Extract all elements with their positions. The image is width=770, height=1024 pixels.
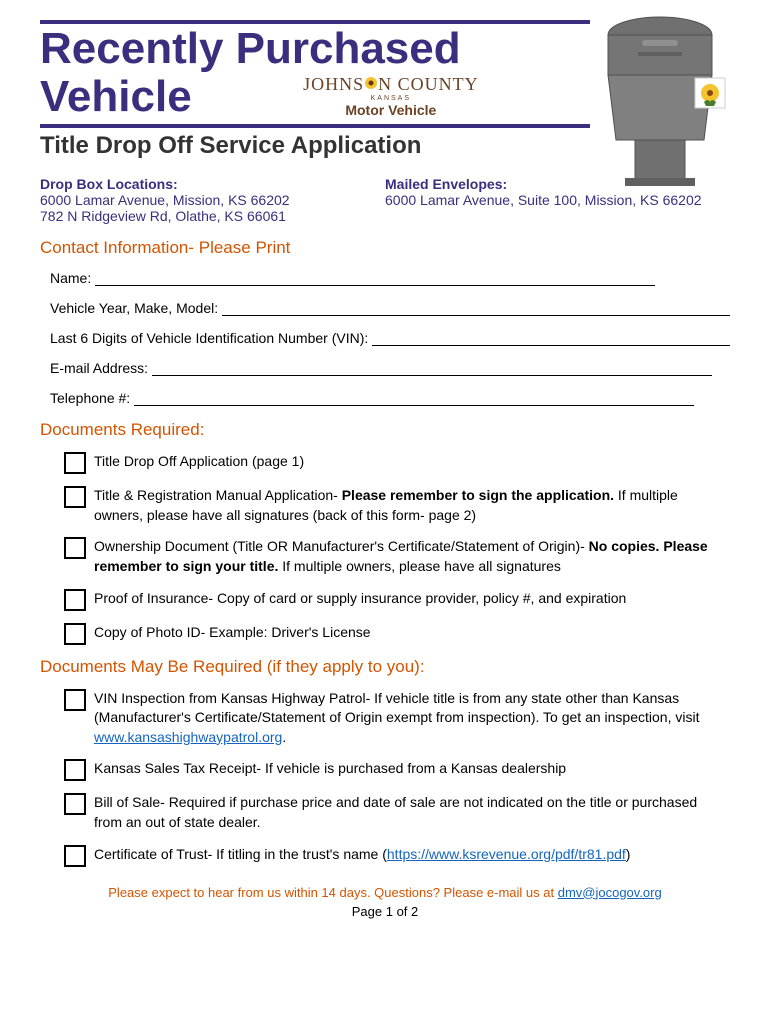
maybe-item: Bill of Sale- Required if purchase price…: [64, 793, 730, 832]
required-item: Ownership Document (Title OR Manufacture…: [64, 537, 730, 576]
checkbox-label: Ownership Document (Title OR Manufacture…: [94, 537, 730, 576]
checkbox-label: Bill of Sale- Required if purchase price…: [94, 793, 730, 832]
link[interactable]: www.kansashighwaypatrol.org: [94, 729, 282, 745]
checkbox[interactable]: [64, 623, 86, 645]
required-item: Title & Registration Manual Application-…: [64, 486, 730, 525]
required-item: Copy of Photo ID- Example: Driver's Lice…: [64, 623, 730, 645]
checkbox-label: Kansas Sales Tax Receipt- If vehicle is …: [94, 759, 730, 781]
checkbox[interactable]: [64, 689, 86, 711]
footer-email-link[interactable]: dmv@jocogov.org: [558, 885, 662, 900]
email-label: E-mail Address:: [50, 360, 148, 376]
main-title-line1: Recently Purchased: [40, 20, 590, 72]
required-item: Title Drop Off Application (page 1): [64, 452, 730, 474]
phone-label: Telephone #:: [50, 390, 130, 406]
vehicle-field[interactable]: Vehicle Year, Make, Model:: [50, 300, 730, 316]
dropbox-addr1: 6000 Lamar Avenue, Mission, KS 66202: [40, 192, 385, 208]
mailbox-illustration: [600, 10, 730, 195]
maybe-item: Kansas Sales Tax Receipt- If vehicle is …: [64, 759, 730, 781]
contact-heading: Contact Information- Please Print: [40, 238, 730, 258]
vehicle-label: Vehicle Year, Make, Model:: [50, 300, 218, 316]
name-field[interactable]: Name:: [50, 270, 730, 286]
link[interactable]: https://www.ksrevenue.org/pdf/tr81.pdf: [387, 846, 626, 862]
checkbox-label: Copy of Photo ID- Example: Driver's Lice…: [94, 623, 730, 645]
checkbox-label: VIN Inspection from Kansas Highway Patro…: [94, 689, 730, 748]
checkbox[interactable]: [64, 537, 86, 559]
checkbox-label: Certificate of Trust- If titling in the …: [94, 845, 730, 867]
maybe-item: VIN Inspection from Kansas Highway Patro…: [64, 689, 730, 748]
main-title-line2: Vehicle: [40, 72, 192, 122]
maybe-item: Certificate of Trust- If titling in the …: [64, 845, 730, 867]
email-field[interactable]: E-mail Address:: [50, 360, 730, 376]
checkbox[interactable]: [64, 793, 86, 815]
subtitle: Title Drop Off Service Application: [40, 132, 590, 160]
checkbox-label: Title & Registration Manual Application-…: [94, 486, 730, 525]
maybe-heading: Documents May Be Required (if they apply…: [40, 657, 730, 677]
vin-label: Last 6 Digits of Vehicle Identification …: [50, 330, 368, 346]
checkbox-label: Proof of Insurance- Copy of card or supp…: [94, 589, 730, 611]
checkbox[interactable]: [64, 759, 86, 781]
checkbox-label: Title Drop Off Application (page 1): [94, 452, 730, 474]
dropbox-heading: Drop Box Locations:: [40, 176, 385, 192]
phone-field[interactable]: Telephone #:: [50, 390, 730, 406]
vin-field[interactable]: Last 6 Digits of Vehicle Identification …: [50, 330, 730, 346]
required-item: Proof of Insurance- Copy of card or supp…: [64, 589, 730, 611]
footer-note: Please expect to hear from us within 14 …: [40, 885, 730, 900]
required-heading: Documents Required:: [40, 420, 730, 440]
county-logo: JOHNSN COUNTY KANSAS Motor Vehicle: [192, 74, 590, 122]
checkbox[interactable]: [64, 452, 86, 474]
page-number: Page 1 of 2: [40, 904, 730, 919]
dropbox-addr2: 782 N Ridgeview Rd, Olathe, KS 66061: [40, 208, 385, 224]
checkbox[interactable]: [64, 845, 86, 867]
name-label: Name:: [50, 270, 91, 286]
checkbox[interactable]: [64, 486, 86, 508]
checkbox[interactable]: [64, 589, 86, 611]
